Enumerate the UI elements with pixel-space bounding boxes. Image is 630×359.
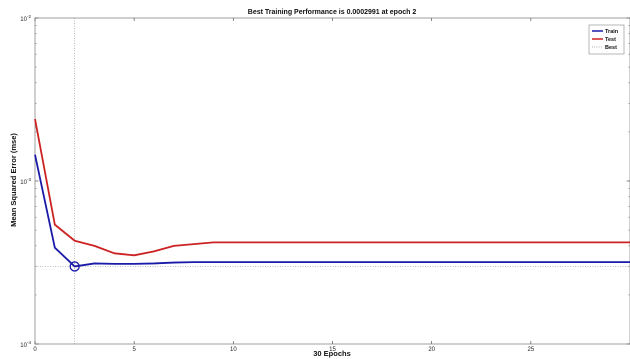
x-tick-label: 15 bbox=[329, 347, 336, 353]
legend-label-best: Best bbox=[605, 45, 617, 51]
x-axis-title: 30 Epochs bbox=[313, 349, 351, 358]
plot-area bbox=[34, 17, 630, 345]
series-layer bbox=[34, 118, 630, 272]
y-tick-label: 10-3 bbox=[20, 177, 31, 186]
y-tick-label: 10-4 bbox=[20, 340, 31, 349]
x-tick-label: 20 bbox=[428, 347, 435, 353]
best-guides bbox=[35, 18, 630, 344]
x-tick-label: 0 bbox=[33, 347, 37, 353]
series-line-test bbox=[34, 118, 630, 257]
x-tick-label: 25 bbox=[527, 347, 534, 353]
x-tick-label: 10 bbox=[230, 347, 237, 353]
legend-label-test: Test bbox=[605, 37, 616, 43]
chart-title: Best Training Performance is 0.0002991 a… bbox=[248, 9, 417, 16]
best-marker bbox=[69, 261, 80, 272]
axis-ticks: 0 5 10 15 20 25 10-4 10-3 10-2 bbox=[20, 14, 630, 353]
x-tick-label: 5 bbox=[132, 347, 136, 353]
y-tick-label: 10-2 bbox=[20, 14, 31, 23]
plot-frame bbox=[34, 17, 630, 345]
legend: Train Test Best bbox=[588, 24, 625, 55]
y-axis-title: Mean Squared Error (mse) bbox=[9, 133, 18, 227]
legend-label-train: Train bbox=[605, 29, 619, 35]
series-line-train bbox=[34, 154, 630, 268]
